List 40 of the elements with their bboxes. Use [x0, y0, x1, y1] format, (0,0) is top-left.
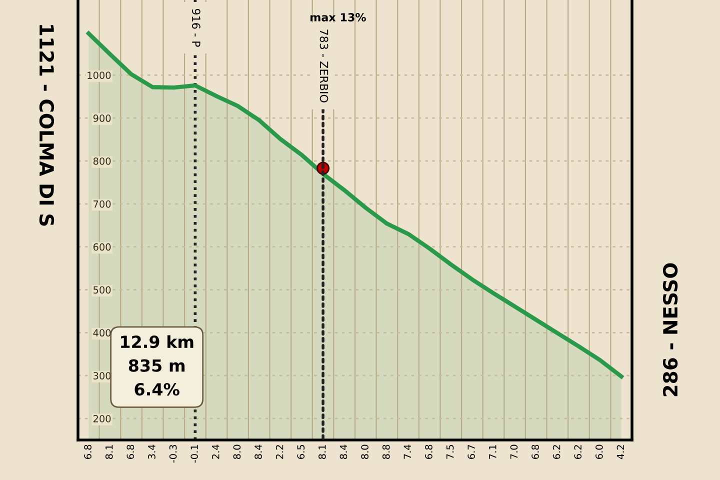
y-tick-label: 700	[94, 200, 111, 208]
x-tick-label: -0.1	[190, 445, 198, 463]
x-tick-label: 7.5	[446, 445, 454, 459]
x-tick-label: 7.0	[510, 444, 518, 459]
annotation: 783 - ZERBIO	[320, 30, 328, 102]
x-tick-label: 7.1	[489, 445, 496, 459]
x-tick-label: 2.4	[212, 444, 220, 459]
x-tick-label: 8.0	[233, 444, 241, 459]
x-tick-label: 6.7	[468, 444, 476, 459]
x-tick-label: 6.8	[425, 444, 432, 459]
x-tick-label: 6.2	[552, 445, 560, 459]
y-tick-label: 800	[93, 157, 111, 165]
annotation: max 13%	[310, 13, 366, 22]
x-tick-label: 8.4	[340, 444, 348, 459]
y-tick-label: 1000	[88, 72, 111, 79]
x-tick-label: 6.5	[297, 445, 305, 459]
x-tick-label: 4.2	[616, 445, 624, 460]
y-tick-label: 400	[93, 329, 111, 337]
x-tick-label: 8.1	[318, 445, 326, 459]
y-tick-label: 500	[94, 286, 111, 294]
x-tick-label: 8.1	[105, 445, 113, 459]
y-tick-label: 900	[93, 114, 111, 122]
y-tick-label: 200	[93, 415, 111, 422]
x-tick-label: 6.8	[126, 444, 134, 459]
annotation: 12.9 km 835 m 6.4%	[121, 335, 194, 396]
y-tick-label: 600	[93, 243, 111, 251]
x-tick-label: 8.0	[361, 444, 368, 459]
text: 286 - NESSO	[662, 263, 678, 396]
x-tick-label: 7.4	[404, 444, 411, 459]
x-tick-label: 6.0	[596, 444, 603, 459]
text: 1121 - COLMA DI S	[39, 25, 54, 226]
x-tick-label: 3.4	[148, 444, 156, 459]
x-tick-label: 2.2	[276, 445, 284, 459]
x-tick-label: 8.4	[254, 444, 262, 459]
x-tick-label: 6.8	[532, 444, 539, 459]
x-tick-label: 6.2	[574, 445, 582, 459]
x-tick-label: 8.8	[382, 444, 390, 459]
x-tick-label: 6.8	[84, 444, 92, 459]
x-tick-label: -0.3	[169, 444, 177, 463]
ref-line-label: 916 - P	[192, 8, 200, 47]
